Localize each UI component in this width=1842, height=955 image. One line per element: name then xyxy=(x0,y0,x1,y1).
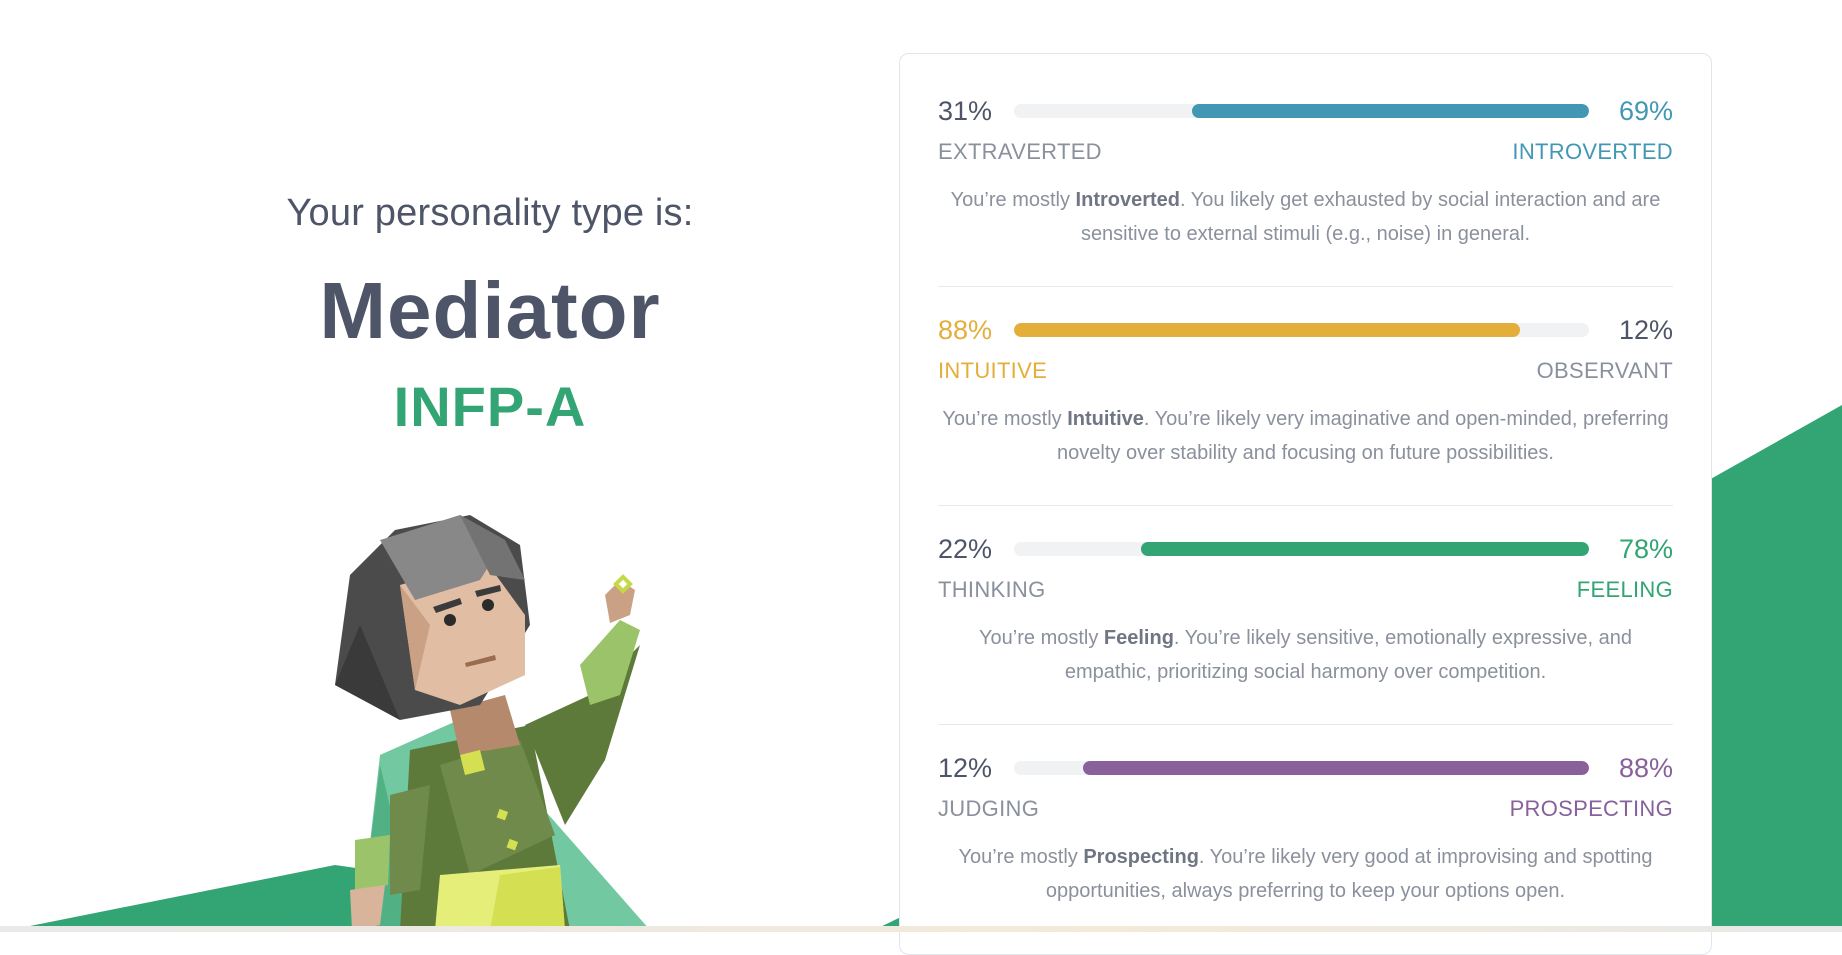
trait-bar-row: 31% 69% xyxy=(938,91,1673,131)
trait-description: You’re mostly Prospecting. You’re likely… xyxy=(958,846,1653,902)
trait-results-card: 31% 69% EXTRAVERTED INTROVERTED You’re m… xyxy=(899,53,1712,955)
trait-mind: 88% 12% INTUITIVE OBSERVANT You’re mostl… xyxy=(938,310,1673,470)
trait-description-emphasis: Prospecting xyxy=(1083,846,1199,868)
trait-divider xyxy=(938,286,1673,287)
type-intro-text: Your personality type is: xyxy=(286,192,694,234)
trait-energy: 31% 69% EXTRAVERTED INTROVERTED You’re m… xyxy=(938,91,1673,251)
trait-bar-fill xyxy=(1192,104,1589,118)
trait-bar-track xyxy=(1014,104,1589,118)
trait-bar-row: 12% 88% xyxy=(938,748,1673,788)
right-trait-label: INTROVERTED xyxy=(1512,139,1673,164)
left-percentage: 12% xyxy=(938,752,993,783)
trait-description-emphasis: Intuitive xyxy=(1067,408,1144,430)
trait-description-emphasis: Feeling xyxy=(1103,627,1174,649)
trait-bar-track xyxy=(1014,761,1589,775)
trait-bar-row: 22% 78% xyxy=(938,529,1673,569)
trait-bar-row: 88% 12% xyxy=(938,310,1673,350)
trait-bar-track xyxy=(1014,542,1589,556)
trait-divider xyxy=(938,505,1673,506)
left-trait-label: INTUITIVE xyxy=(938,358,1048,383)
bottom-edge-strip xyxy=(0,926,1842,932)
left-trait-label: EXTRAVERTED xyxy=(938,139,1102,164)
mediator-character-illustration xyxy=(335,515,650,930)
type-code: INFP-A xyxy=(393,375,587,438)
right-percentage: 88% xyxy=(1618,752,1673,783)
right-trait-label: PROSPECTING xyxy=(1509,796,1673,821)
trait-description: You’re mostly Intuitive. You’re likely v… xyxy=(942,408,1669,464)
right-percentage: 78% xyxy=(1618,533,1673,564)
right-trait-label: FEELING xyxy=(1576,577,1673,602)
right-percentage: 12% xyxy=(1618,314,1673,345)
right-green-slope xyxy=(1700,405,1842,932)
trait-description: You’re mostly Feeling. You’re likely sen… xyxy=(979,627,1632,683)
trait-description: You’re mostly Introverted. You likely ge… xyxy=(950,189,1661,245)
left-percentage: 31% xyxy=(938,95,993,126)
trait-tactics: 12% 88% JUDGING PROSPECTING You’re mostl… xyxy=(938,748,1673,908)
right-percentage: 69% xyxy=(1618,95,1673,126)
trait-bar-track xyxy=(1014,323,1589,337)
type-heading: Your personality type is: Mediator INFP-… xyxy=(240,180,740,435)
trait-bar-fill xyxy=(1083,761,1589,775)
trait-bar-fill xyxy=(1140,542,1589,556)
left-percentage: 88% xyxy=(938,314,993,345)
trait-bar-fill xyxy=(1014,323,1520,337)
trait-nature: 22% 78% THINKING FEELING You’re mostly F… xyxy=(938,529,1673,689)
trait-divider xyxy=(938,724,1673,725)
left-percentage: 22% xyxy=(938,533,993,564)
type-name: Mediator xyxy=(319,266,661,355)
left-trait-label: JUDGING xyxy=(938,796,1040,821)
trait-description-emphasis: Introverted xyxy=(1075,189,1181,211)
left-trait-label: THINKING xyxy=(938,577,1046,602)
right-trait-label: OBSERVANT xyxy=(1536,358,1673,383)
